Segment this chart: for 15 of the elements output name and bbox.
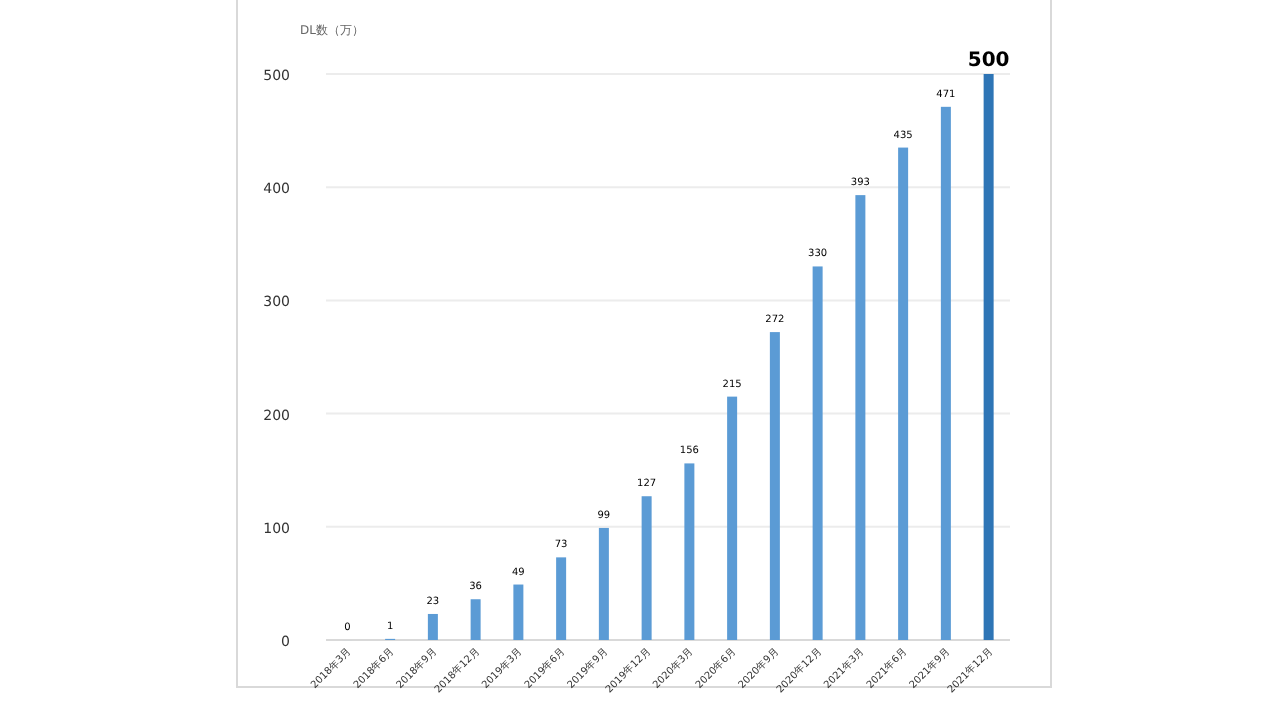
bar <box>727 396 738 640</box>
bar <box>940 106 951 640</box>
bar <box>427 613 438 640</box>
bar <box>684 463 695 640</box>
bar <box>898 147 909 640</box>
bar <box>812 266 823 640</box>
bar <box>513 584 524 640</box>
bar <box>641 496 652 640</box>
bar <box>769 332 780 640</box>
bar <box>556 557 567 640</box>
bar <box>598 527 609 640</box>
bar <box>470 599 481 640</box>
data-label: 500 <box>967 50 1010 72</box>
bar <box>983 74 994 640</box>
bar <box>855 195 866 640</box>
